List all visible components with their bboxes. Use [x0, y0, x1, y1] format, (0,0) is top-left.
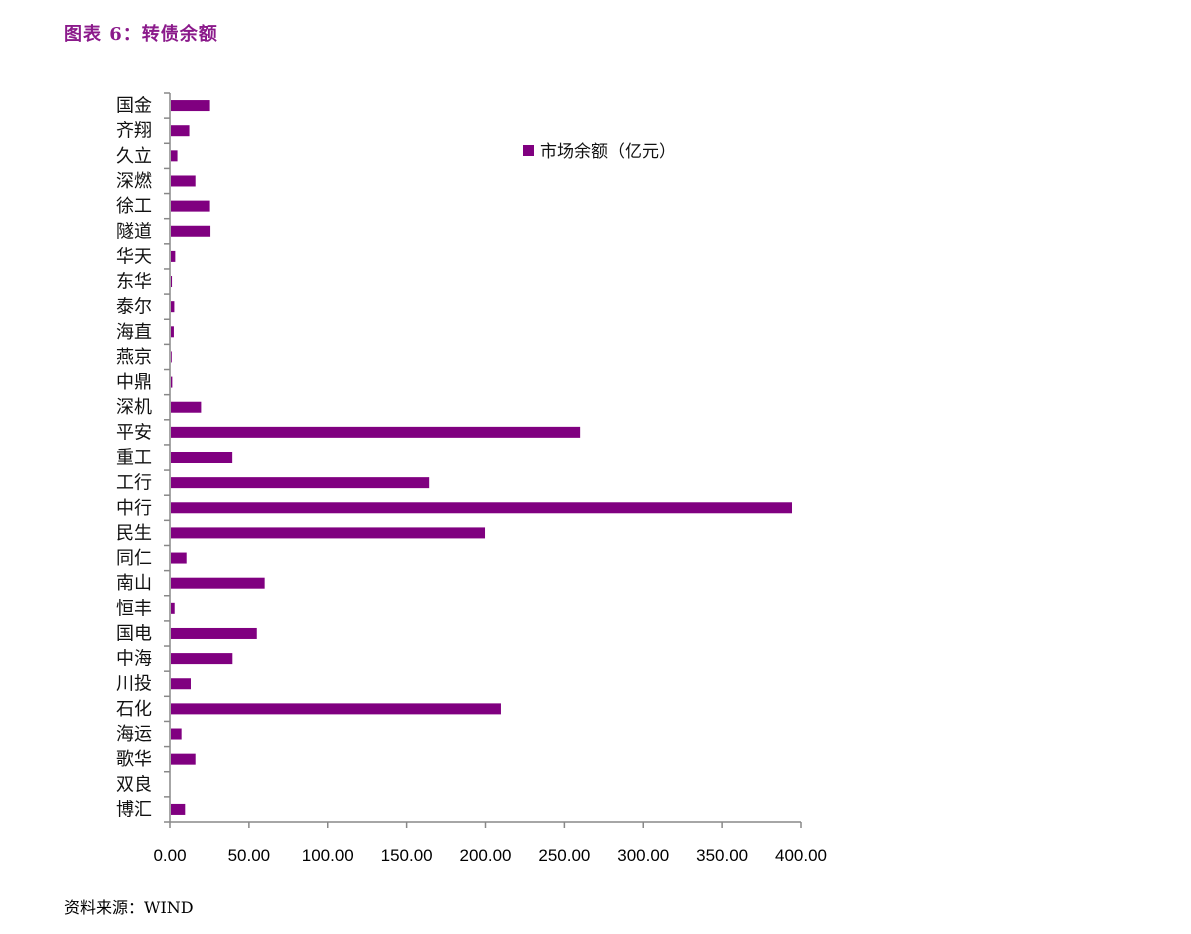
- category-label: 石化: [116, 699, 152, 720]
- bar-工行: [171, 477, 430, 489]
- bar-海直: [171, 326, 174, 338]
- source-note: 资料来源：WIND: [64, 898, 194, 917]
- x-tick-label: 300.00: [617, 846, 669, 865]
- category-label: 国金: [116, 96, 152, 117]
- x-tick-label: 400.00: [775, 846, 827, 865]
- category-label: 齐翔: [116, 121, 152, 142]
- category-label: 徐工: [116, 196, 152, 217]
- category-label: 中海: [116, 649, 152, 670]
- bar-民生: [171, 527, 486, 539]
- category-label: 海运: [116, 724, 152, 745]
- x-tick-label: 0.00: [153, 846, 186, 865]
- category-label: 博汇: [116, 799, 152, 820]
- bar-隧道: [171, 225, 211, 237]
- category-label: 歌华: [116, 749, 152, 770]
- bar-东华: [171, 276, 173, 288]
- category-label: 久立: [116, 146, 152, 167]
- bar-国金: [171, 100, 210, 112]
- bar-恒丰: [171, 602, 175, 614]
- category-label: 燕京: [116, 347, 152, 368]
- bar-燕京: [171, 351, 172, 363]
- category-label: 民生: [116, 523, 152, 544]
- bar-石化: [171, 703, 501, 715]
- category-label: 川投: [116, 674, 152, 695]
- bar-齐翔: [171, 125, 190, 137]
- category-label: 隧道: [116, 221, 152, 242]
- bar-重工: [171, 452, 233, 463]
- category-label: 深机: [116, 397, 152, 418]
- category-label: 东华: [116, 272, 152, 293]
- category-label: 南山: [116, 573, 152, 594]
- bar-歌华: [171, 753, 196, 765]
- category-label: 深燃: [116, 171, 152, 192]
- category-label: 海直: [116, 322, 152, 343]
- bar-深机: [171, 401, 202, 413]
- bar-深燃: [171, 175, 196, 187]
- bar-国电: [171, 627, 257, 639]
- bar-久立: [171, 150, 178, 162]
- category-label: 中鼎: [116, 372, 152, 393]
- bar-华天: [171, 250, 176, 262]
- category-label: 同仁: [116, 548, 152, 569]
- category-label: 双良: [116, 774, 152, 795]
- bar-泰尔: [171, 301, 175, 313]
- bar-中海: [171, 653, 233, 665]
- bar-徐工: [171, 200, 210, 212]
- x-tick-label: 350.00: [696, 846, 748, 865]
- x-tick-label: 50.00: [228, 846, 271, 865]
- bar-中行: [171, 502, 793, 514]
- legend-label: 市场余额（亿元）: [540, 142, 676, 162]
- bar-南山: [171, 577, 265, 589]
- x-tick-label: 200.00: [460, 846, 512, 865]
- category-label: 国电: [116, 623, 152, 644]
- category-label: 工行: [116, 473, 152, 494]
- category-label: 中行: [116, 498, 152, 519]
- bar-川投: [171, 678, 191, 690]
- x-tick-label: 250.00: [538, 846, 590, 865]
- legend-swatch: [523, 145, 534, 156]
- bar-平安: [171, 426, 581, 438]
- category-label: 泰尔: [116, 297, 152, 318]
- bar-同仁: [171, 552, 187, 564]
- bar-中鼎: [171, 376, 173, 388]
- bar-博汇: [171, 803, 186, 815]
- x-tick-label: 100.00: [302, 846, 354, 865]
- figure-title: 图表 6：转债余额: [64, 24, 218, 45]
- bar-海运: [171, 728, 182, 740]
- category-label: 平安: [116, 422, 152, 443]
- category-label: 重工: [116, 448, 152, 469]
- category-label: 恒丰: [116, 598, 152, 619]
- x-tick-label: 150.00: [381, 846, 433, 865]
- category-label: 华天: [116, 246, 152, 267]
